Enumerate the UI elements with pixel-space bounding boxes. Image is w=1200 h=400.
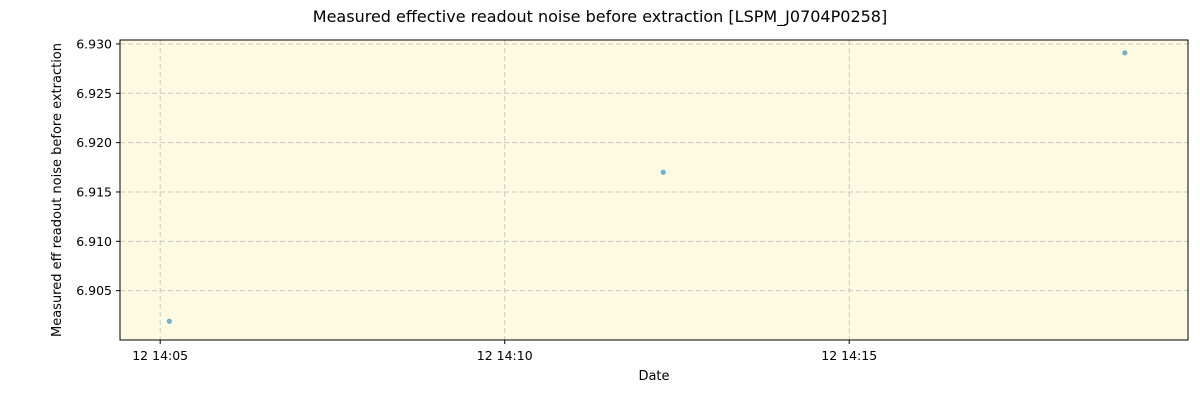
data-point — [660, 169, 666, 175]
data-point — [166, 318, 172, 324]
y-tick-label: 6.905 — [76, 283, 112, 298]
data-point — [1122, 50, 1128, 56]
x-axis-label: Date — [638, 369, 669, 384]
y-tick-label: 6.915 — [76, 184, 112, 199]
x-tick-label: 12 14:05 — [132, 348, 188, 363]
grid — [120, 40, 1188, 340]
plot-frame — [119, 39, 1189, 341]
y-tick-label: 6.925 — [76, 86, 112, 101]
y-tick-label: 6.930 — [76, 36, 112, 51]
x-tick-label: 12 14:15 — [821, 348, 877, 363]
x-tick-label: 12 14:10 — [477, 348, 533, 363]
chart-title: Measured effective readout noise before … — [313, 7, 887, 27]
y-tick-label: 6.910 — [76, 234, 112, 249]
y-axis-label: Measured eff readout noise before extrac… — [50, 43, 65, 337]
ticks: 12 14:05 12 14:10 12 14:15 6.905 6.910 6.915 6… — [76, 36, 877, 363]
data-points — [166, 50, 1128, 324]
plot-area — [120, 40, 1188, 340]
y-tick-label: 6.920 — [76, 135, 112, 150]
